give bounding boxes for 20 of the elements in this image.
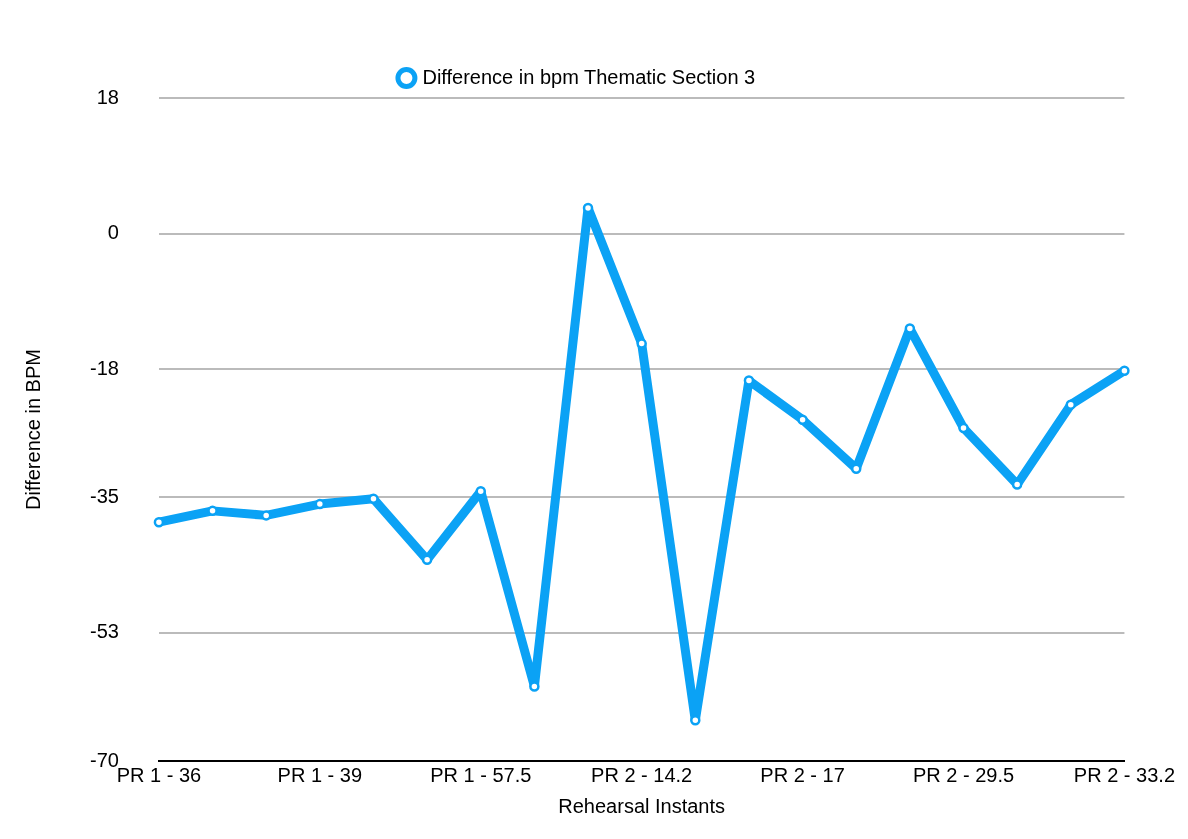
y-tick-label: -70 bbox=[90, 748, 119, 771]
x-tick-label: PR 1 - 57.5 bbox=[430, 763, 532, 786]
point bbox=[636, 338, 647, 349]
y-tick-label: 0 bbox=[107, 221, 119, 244]
y-tick-label: -35 bbox=[90, 484, 119, 507]
y-tick-label: -53 bbox=[90, 620, 119, 643]
point bbox=[1119, 365, 1130, 376]
x-tick-label: PR 2 - 17 bbox=[760, 763, 845, 786]
point bbox=[958, 422, 969, 434]
y-tick-label: -18 bbox=[90, 356, 119, 379]
x-tick-label: PR 1 - 39 bbox=[277, 763, 363, 786]
point bbox=[797, 414, 808, 425]
x-axis-title: Rehearsal Instants bbox=[558, 794, 726, 817]
x-tick-label: PR 2 - 14.2 bbox=[591, 763, 693, 786]
y-tick-label: 18 bbox=[96, 85, 119, 108]
legend-label: Difference in bpm Thematic Section 3 bbox=[422, 65, 756, 88]
x-tick-label: PR 2 - 29.5 bbox=[912, 763, 1015, 786]
point bbox=[1065, 399, 1077, 410]
y-axis-title: Difference in BPM bbox=[21, 349, 44, 510]
x-tick-label: PR 2 - 33.2 bbox=[1073, 763, 1175, 786]
